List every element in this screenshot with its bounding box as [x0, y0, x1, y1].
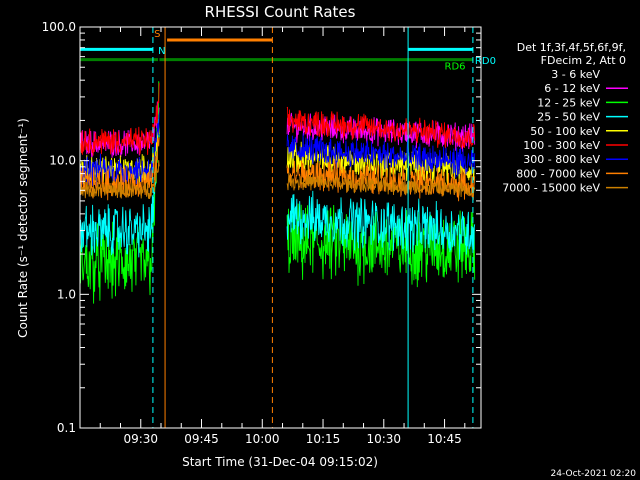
- legend-item-label-2: 12 - 25 keV: [537, 96, 600, 109]
- legend-item-label-8: 7000 - 15000 keV: [502, 182, 600, 195]
- y-axis-label: Count Rate (s⁻¹ detector segment⁻¹): [16, 118, 30, 338]
- plot-area: SN RD0 RD6 100.0 10.0 1.0 0.1 09:30 09:45 10:00…: [42, 20, 496, 446]
- legend-item-label-7: 800 - 7000 keV: [516, 167, 600, 180]
- x-tick-label: 09:30: [123, 432, 158, 446]
- x-tick-label: 09:45: [184, 432, 219, 446]
- vertical-markers: [152, 27, 474, 428]
- flag-bars: [80, 38, 473, 62]
- flag-label-2: RD0: [475, 56, 496, 67]
- series-group: [80, 45, 476, 312]
- series-line-6: [80, 113, 476, 187]
- legend: Det 1f,3f,4f,5f,6f,9f, FDecim 2, Att 0 3…: [502, 41, 628, 195]
- series-line-5: [80, 82, 476, 156]
- flag-labels: SN RD0 RD6: [154, 29, 496, 72]
- legend-item-label-1: 6 - 12 keV: [544, 82, 600, 95]
- flag-label-0: S: [154, 29, 160, 40]
- x-tick-label: 10:15: [306, 432, 341, 446]
- flag-label-3: RD6: [445, 62, 466, 73]
- legend-item-label-6: 300 - 800 keV: [523, 153, 600, 166]
- legend-item-label-5: 100 - 300 keV: [523, 139, 600, 152]
- series-line-3: [80, 119, 476, 260]
- legend-item-label-3: 25 - 50 keV: [537, 111, 600, 124]
- y-tick-label: 1.0: [57, 287, 76, 301]
- plot-frame: [79, 26, 482, 429]
- x-tick-label: 10:45: [427, 432, 462, 446]
- footer-timestamp: 24-Oct-2021 02:20: [551, 469, 637, 479]
- legend-header-line-1: Det 1f,3f,4f,5f,6f,9f,: [517, 41, 626, 54]
- y-axis-ticks: 100.0 10.0 1.0 0.1: [42, 20, 481, 435]
- legend-item-label-0: 3 - 6 keV: [551, 68, 600, 81]
- y-tick-label: 100.0: [42, 20, 76, 34]
- y-tick-label: 10.0: [49, 154, 76, 168]
- chart-title: RHESSI Count Rates: [205, 3, 356, 21]
- x-tick-label: 10:00: [245, 432, 280, 446]
- legend-item-label-4: 50 - 100 keV: [530, 125, 600, 138]
- x-axis-label: Start Time (31-Dec-04 09:15:02): [182, 455, 378, 469]
- y-tick-label: 0.1: [57, 421, 76, 435]
- legend-header-line-2: FDecim 2, Att 0: [541, 54, 626, 67]
- x-tick-label: 10:30: [366, 432, 401, 446]
- x-axis-ticks: 09:30 09:45 10:00 10:15 10:30 10:45: [99, 27, 466, 446]
- flag-label-1: N: [158, 46, 165, 57]
- series-line-8: [80, 160, 476, 200]
